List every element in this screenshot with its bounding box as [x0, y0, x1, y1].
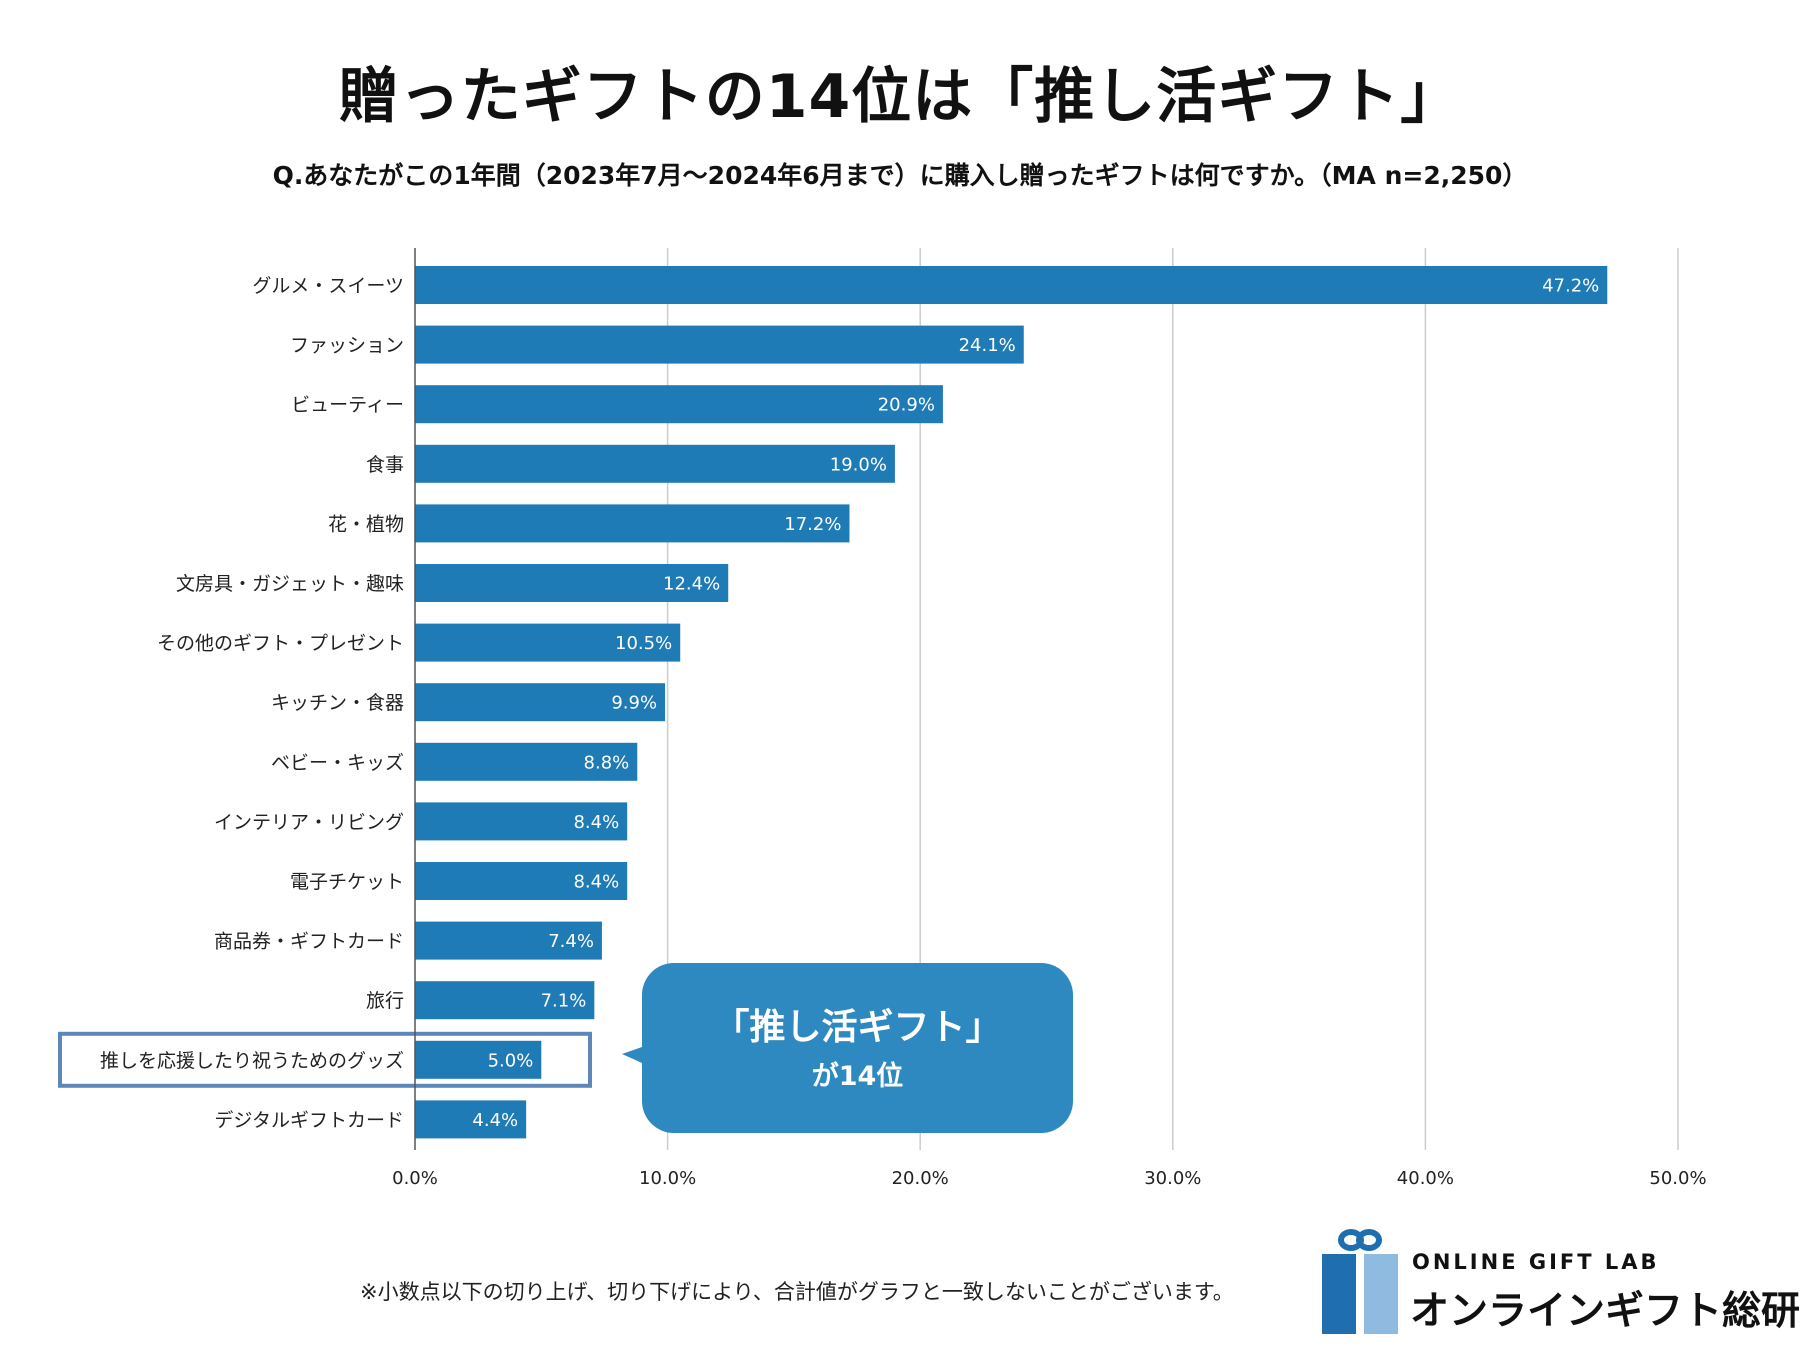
category-label: ベビー・キッズ	[271, 752, 404, 774]
bar-chart: 47.2% 24.1% 20.9% 19.0% 17.2% 12.4% 10.5% 9.9% 8…	[58, 248, 1707, 1189]
category-labels: グルメ・スイーツファッションビューティー食事花・植物文房具・ガジェット・趣味その…	[100, 275, 404, 1131]
logo-japanese-text: オンラインギフト総研	[1410, 1289, 1800, 1334]
category-label: インテリア・リビング	[214, 811, 404, 833]
bar	[415, 981, 595, 1020]
bar	[415, 623, 681, 662]
callout-line-2: が14位	[812, 1060, 904, 1092]
x-axis-ticks: 0.0% 10.0% 20.0% 30.0% 40.0% 50.0%	[392, 1168, 1706, 1189]
bar	[415, 325, 1024, 364]
bar	[415, 385, 943, 424]
data-label: 8.4%	[573, 872, 619, 893]
category-label: 商品券・ギフトカード	[214, 931, 404, 953]
brand-logo: ONLINE GIFT LAB オンラインギフト総研	[1318, 1226, 1800, 1338]
category-label: その他のギフト・プレゼント	[157, 633, 404, 655]
data-label: 10.5%	[615, 633, 672, 654]
data-label: 9.9%	[611, 693, 657, 714]
category-label: 旅行	[366, 990, 404, 1012]
x-tick-label: 40.0%	[1397, 1168, 1454, 1189]
callout: 「推し活ギフト」が14位	[622, 963, 1073, 1133]
bar	[415, 742, 638, 781]
category-label: 文房具・ガジェット・趣味	[176, 573, 404, 595]
highlight-box	[58, 1031, 592, 1088]
bar	[415, 921, 602, 960]
x-tick-label: 30.0%	[1144, 1168, 1201, 1189]
bar	[415, 1100, 527, 1139]
bar	[415, 504, 850, 543]
data-label: 17.2%	[784, 514, 841, 535]
x-tick-label: 20.0%	[892, 1168, 949, 1189]
highlight-layer	[58, 1031, 592, 1088]
chart-title: 贈ったギフトの14位は「推し活ギフト」	[338, 62, 1462, 132]
footnote: ※小数点以下の切り上げ、切り下げにより、合計値がグラフと一致しないことがございま…	[360, 1280, 1234, 1304]
bar	[415, 683, 666, 722]
category-label: グルメ・スイーツ	[252, 275, 404, 297]
category-label: デジタルギフトカード	[214, 1109, 404, 1131]
bar	[415, 802, 628, 841]
category-label: キッチン・食器	[271, 692, 404, 714]
callout-pointer	[622, 1047, 642, 1063]
data-label: 12.4%	[663, 574, 720, 595]
bars: 47.2% 24.1% 20.9% 19.0% 17.2% 12.4% 10.5% 9.9% 8…	[414, 248, 1608, 1150]
logo-english-text: ONLINE GIFT LAB	[1412, 1250, 1660, 1274]
data-label: 4.4%	[472, 1110, 518, 1131]
category-label: 花・植物	[328, 513, 404, 535]
x-tick-label: 50.0%	[1649, 1168, 1706, 1189]
data-label: 24.1%	[959, 335, 1016, 356]
bar	[415, 564, 729, 602]
category-label: 推しを応援したり祝うためのグッズ	[100, 1050, 404, 1072]
data-label: 8.4%	[573, 812, 619, 833]
chart-subtitle: Q.あなたがこの1年間（2023年7月～2024年6月まで）に購入し贈ったギフト…	[272, 161, 1528, 190]
bar	[415, 862, 628, 900]
x-tick-label: 10.0%	[639, 1168, 696, 1189]
data-label: 19.0%	[830, 454, 887, 475]
data-label: 7.1%	[541, 991, 587, 1012]
x-tick-label: 0.0%	[392, 1168, 438, 1189]
data-label: 7.4%	[548, 931, 594, 952]
data-label: 5.0%	[488, 1050, 534, 1071]
data-label: 47.2%	[1542, 276, 1599, 297]
bar	[415, 444, 895, 483]
gift-box-icon	[1322, 1229, 1398, 1334]
category-label: 食事	[366, 454, 404, 476]
callout-line-1: 「推し活ギフト」	[713, 1007, 1001, 1048]
bar	[415, 1040, 542, 1079]
category-label: ビューティー	[291, 394, 404, 416]
data-label: 8.8%	[584, 752, 630, 773]
category-label: ファッション	[290, 335, 404, 357]
bar	[415, 266, 1608, 304]
data-label: 20.9%	[878, 395, 935, 416]
category-label: 電子チケット	[290, 871, 404, 893]
callout-bubble	[642, 963, 1073, 1133]
